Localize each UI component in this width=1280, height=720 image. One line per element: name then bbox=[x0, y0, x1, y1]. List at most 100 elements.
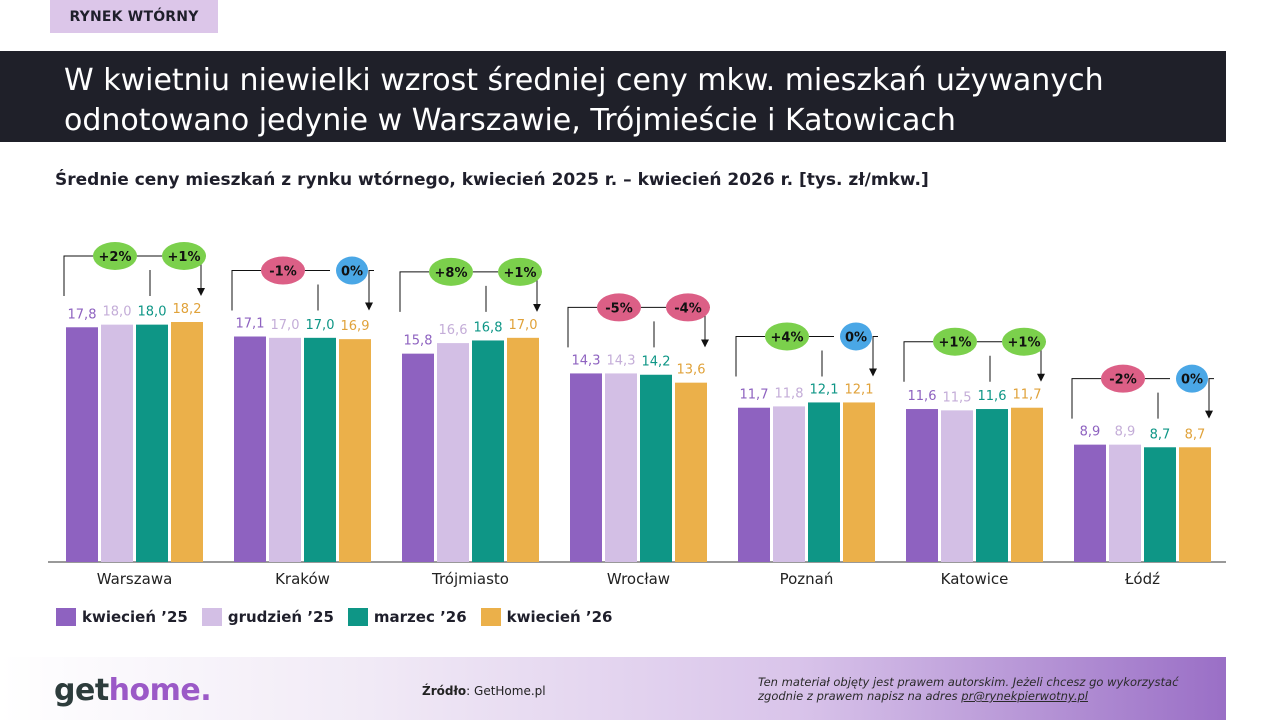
arrow-connector bbox=[869, 335, 878, 377]
category-label: Wrocław bbox=[607, 570, 670, 588]
bar-trójmiasto-3 bbox=[507, 337, 539, 562]
legend-item-kwiecien-26: kwiecień ’26 bbox=[480, 608, 613, 626]
data-label: 8,9 bbox=[1080, 425, 1101, 440]
yoy-change-label: +4% bbox=[771, 330, 804, 345]
bar-warszawa-0 bbox=[66, 327, 98, 562]
mom-change-badge bbox=[1176, 364, 1208, 393]
mom-change-badge bbox=[666, 293, 710, 322]
yoy-change-badge bbox=[597, 293, 641, 322]
category-label: Trójmiasto bbox=[431, 570, 509, 588]
category-label: Kraków bbox=[275, 570, 330, 588]
bar-łódź-2 bbox=[1144, 447, 1176, 562]
yoy-connector bbox=[231, 270, 261, 311]
data-label: 17,1 bbox=[236, 317, 265, 332]
yoy-change-label: -2% bbox=[1109, 373, 1136, 388]
mom-change-badge bbox=[162, 242, 206, 270]
bar-katowice-3 bbox=[1011, 407, 1043, 562]
mom-change-label: 0% bbox=[1181, 373, 1203, 388]
yoy-change-badge bbox=[1101, 364, 1145, 393]
legend-label: kwiecień ’26 bbox=[506, 608, 613, 626]
bar-łódź-0 bbox=[1074, 444, 1106, 562]
data-label: 11,7 bbox=[1013, 388, 1042, 403]
data-label: 17,0 bbox=[271, 318, 300, 333]
data-label: 15,8 bbox=[404, 334, 433, 349]
bar-kraków-3 bbox=[339, 339, 371, 562]
data-label: 16,6 bbox=[439, 323, 468, 338]
bar-łódź-3 bbox=[1179, 447, 1211, 562]
legend-label: grudzień ’25 bbox=[227, 608, 334, 626]
yoy-change-label: +1% bbox=[939, 336, 972, 351]
legend-item-marzec-26: marzec ’26 bbox=[347, 608, 467, 626]
gethome-logo[interactable]: gethome. bbox=[54, 673, 212, 708]
chart-legend: kwiecień ’25 grudzień ’25 marzec ’26 kwi… bbox=[56, 608, 626, 626]
page-title: W kwietniu niewielki wzrost średniej cen… bbox=[64, 63, 1104, 138]
data-label: 11,6 bbox=[908, 389, 937, 404]
category-label: Katowice bbox=[941, 570, 1009, 588]
yoy-connector bbox=[567, 306, 597, 348]
source-note: Źródło: GetHome.pl bbox=[422, 684, 546, 698]
arrow-connector bbox=[1205, 378, 1214, 419]
data-label: 14,3 bbox=[572, 353, 601, 368]
data-label: 11,5 bbox=[943, 390, 972, 405]
copyright-note: Ten materiał objęty jest prawem autorski… bbox=[758, 675, 1218, 703]
bar-kraków-1 bbox=[269, 337, 301, 562]
data-label: 17,0 bbox=[509, 318, 538, 333]
yoy-change-badge bbox=[429, 257, 473, 286]
mom-change-badge bbox=[336, 256, 368, 285]
data-label: 8,7 bbox=[1150, 427, 1171, 442]
data-label: 16,8 bbox=[474, 320, 503, 335]
mom-change-label: +1% bbox=[1008, 336, 1041, 351]
title-band: W kwietniu niewielki wzrost średniej cen… bbox=[0, 51, 1226, 142]
mom-change-label: 0% bbox=[341, 265, 363, 280]
category-label: Łódź bbox=[1124, 570, 1160, 588]
legend-item-grudzien-25: grudzień ’25 bbox=[201, 608, 334, 626]
mom-change-label: 0% bbox=[845, 330, 867, 345]
mom-change-label: +1% bbox=[504, 266, 537, 281]
mom-change-badge bbox=[498, 257, 542, 286]
mom-change-badge bbox=[840, 322, 872, 351]
bar-wrocław-2 bbox=[640, 374, 672, 562]
logo-get-text: get bbox=[54, 673, 109, 708]
logo-home-text: home. bbox=[108, 673, 212, 708]
bar-poznań-1 bbox=[773, 406, 805, 562]
copyright-email-link[interactable]: pr@rynekpierwotny.pl bbox=[961, 689, 1088, 703]
bar-warszawa-3 bbox=[171, 322, 203, 562]
yoy-connector bbox=[903, 341, 933, 382]
bar-poznań-3 bbox=[843, 402, 875, 562]
bar-katowice-1 bbox=[941, 410, 973, 562]
bar-trójmiasto-2 bbox=[472, 340, 504, 562]
category-label: Warszawa bbox=[97, 570, 173, 588]
bar-łódź-1 bbox=[1109, 444, 1141, 562]
legend-swatch bbox=[347, 608, 368, 626]
legend-label: kwiecień ’25 bbox=[82, 608, 188, 626]
bar-poznań-2 bbox=[808, 402, 840, 562]
data-label: 18,2 bbox=[173, 302, 202, 317]
chart-title: Średnie ceny mieszkań z rynku wtórnego, … bbox=[55, 170, 929, 190]
footer: gethome. Źródło: GetHome.pl Ten materiał… bbox=[0, 657, 1226, 720]
mom-change-label: +1% bbox=[168, 250, 201, 265]
bar-kraków-2 bbox=[304, 337, 336, 562]
yoy-change-badge bbox=[261, 256, 305, 285]
mom-change-label: -4% bbox=[674, 301, 701, 316]
bar-wrocław-0 bbox=[570, 373, 602, 562]
data-label: 11,7 bbox=[740, 388, 769, 403]
yoy-connector bbox=[735, 335, 765, 377]
yoy-change-badge bbox=[765, 322, 809, 351]
data-label: 13,6 bbox=[677, 363, 706, 378]
data-label: 18,0 bbox=[103, 305, 132, 320]
yoy-change-badge bbox=[933, 327, 977, 356]
yoy-connector bbox=[399, 271, 429, 312]
legend-swatch bbox=[201, 608, 222, 626]
source-label: Źródło bbox=[422, 684, 467, 698]
bar-wrocław-1 bbox=[605, 373, 637, 562]
bar-kraków-0 bbox=[234, 336, 266, 562]
bar-poznań-0 bbox=[738, 407, 770, 562]
data-label: 14,2 bbox=[642, 355, 671, 370]
data-label: 17,8 bbox=[68, 307, 97, 322]
yoy-change-badge bbox=[93, 242, 137, 270]
section-tag: RYNEK WTÓRNY bbox=[50, 0, 218, 33]
data-label: 11,8 bbox=[775, 386, 804, 401]
yoy-connector bbox=[1071, 378, 1101, 419]
legend-swatch bbox=[480, 608, 501, 626]
yoy-change-label: +2% bbox=[99, 250, 132, 265]
